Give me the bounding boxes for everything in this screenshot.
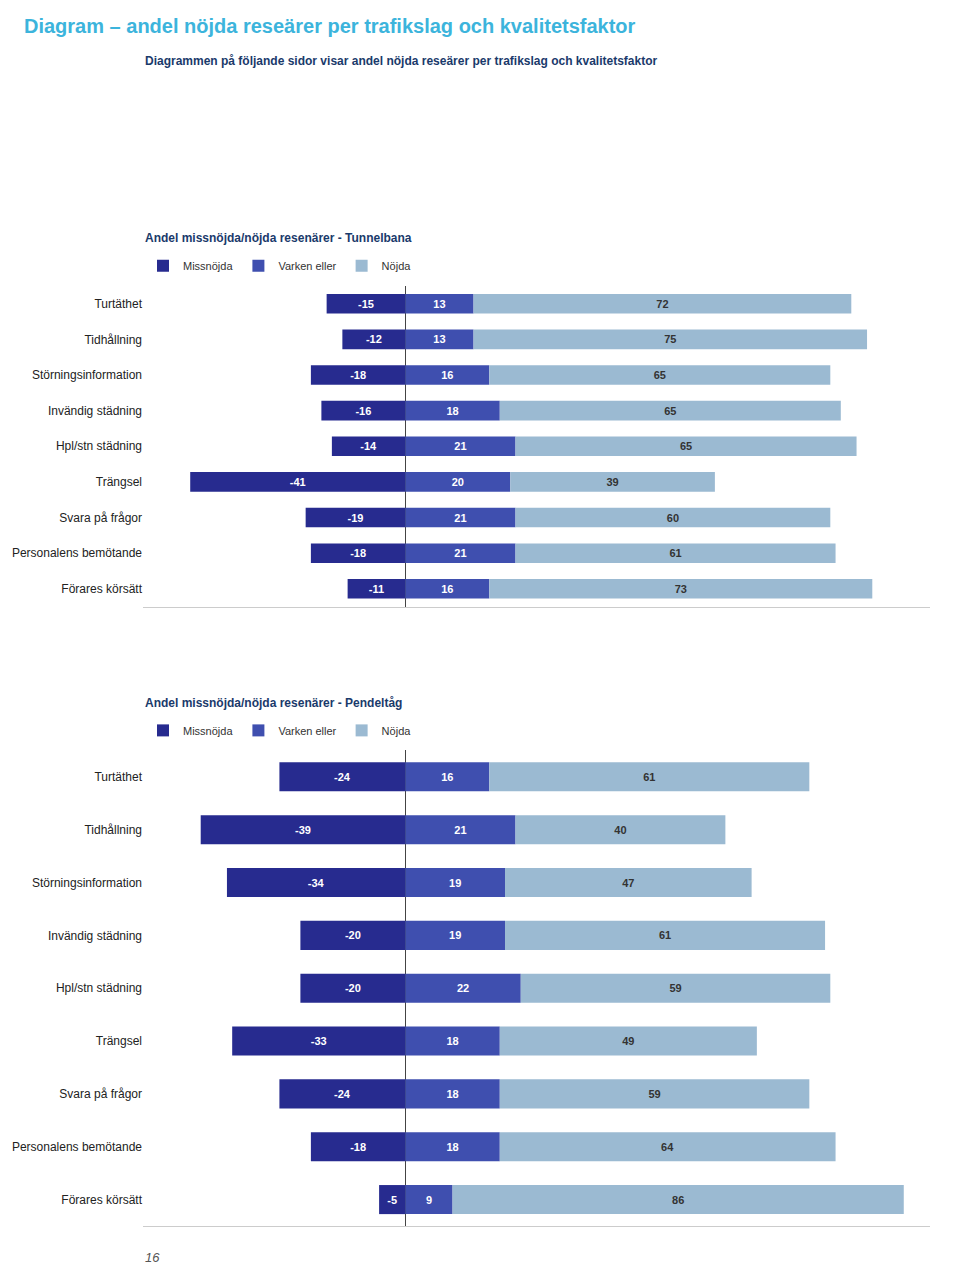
svg-text:-5: -5 (387, 1194, 397, 1206)
svg-text:Svara på frågor: Svara på frågor (59, 511, 142, 525)
svg-text:Nöjda: Nöjda (382, 725, 412, 737)
svg-text:22: 22 (457, 982, 469, 994)
svg-text:-24: -24 (334, 771, 351, 783)
svg-text:Nöjda: Nöjda (382, 260, 412, 272)
svg-text:75: 75 (664, 333, 676, 345)
svg-text:Turtäthet: Turtäthet (94, 770, 142, 784)
svg-text:-20: -20 (345, 929, 361, 941)
svg-text:61: 61 (643, 771, 655, 783)
svg-text:-39: -39 (295, 824, 311, 836)
svg-text:Invändig städning: Invändig städning (48, 404, 142, 418)
svg-text:16: 16 (441, 771, 453, 783)
svg-text:-24: -24 (334, 1088, 351, 1100)
svg-text:Tidhållning: Tidhållning (84, 823, 142, 837)
svg-text:Förares körsätt: Förares körsätt (61, 1193, 142, 1207)
svg-text:Andel missnöjda/nöjda resenäre: Andel missnöjda/nöjda resenärer - Pendel… (145, 696, 402, 710)
svg-text:-18: -18 (350, 547, 366, 559)
svg-text:-14: -14 (360, 440, 377, 452)
svg-text:13: 13 (433, 298, 445, 310)
svg-text:-15: -15 (358, 298, 374, 310)
svg-text:61: 61 (669, 547, 681, 559)
svg-text:-20: -20 (345, 982, 361, 994)
svg-text:49: 49 (622, 1035, 634, 1047)
svg-text:Trängsel: Trängsel (96, 475, 142, 489)
svg-text:-16: -16 (355, 405, 371, 417)
svg-text:Hpl/stn städning: Hpl/stn städning (56, 439, 142, 453)
svg-text:Tidhållning: Tidhållning (84, 333, 142, 347)
svg-text:18: 18 (446, 1141, 458, 1153)
svg-text:60: 60 (667, 512, 679, 524)
svg-text:16: 16 (145, 1250, 160, 1265)
svg-text:Turtäthet: Turtäthet (94, 297, 142, 311)
svg-text:39: 39 (606, 476, 618, 488)
svg-text:19: 19 (449, 877, 461, 889)
svg-text:-41: -41 (290, 476, 306, 488)
svg-text:-12: -12 (366, 333, 382, 345)
svg-text:Diagrammen på följande sidor v: Diagrammen på följande sidor visar andel… (145, 54, 658, 68)
svg-text:64: 64 (661, 1141, 674, 1153)
svg-text:21: 21 (454, 512, 466, 524)
svg-text:72: 72 (656, 298, 668, 310)
svg-text:65: 65 (664, 405, 676, 417)
svg-text:Trängsel: Trängsel (96, 1034, 142, 1048)
svg-text:Diagram – andel nöjda reseärer: Diagram – andel nöjda reseärer per trafi… (24, 15, 636, 37)
svg-text:Störningsinformation: Störningsinformation (32, 368, 142, 382)
svg-text:18: 18 (446, 1035, 458, 1047)
svg-text:-19: -19 (348, 512, 364, 524)
svg-text:Invändig städning: Invändig städning (48, 929, 142, 943)
svg-text:-18: -18 (350, 1141, 366, 1153)
svg-text:59: 59 (648, 1088, 660, 1100)
svg-text:40: 40 (614, 824, 626, 836)
svg-text:73: 73 (675, 583, 687, 595)
svg-text:21: 21 (454, 547, 466, 559)
svg-text:9: 9 (426, 1194, 432, 1206)
svg-text:86: 86 (672, 1194, 684, 1206)
svg-text:21: 21 (454, 824, 466, 836)
svg-text:65: 65 (680, 440, 692, 452)
svg-text:Missnöjda: Missnöjda (183, 260, 233, 272)
svg-text:Hpl/stn städning: Hpl/stn städning (56, 981, 142, 995)
svg-text:16: 16 (441, 369, 453, 381)
svg-text:47: 47 (622, 877, 634, 889)
svg-text:Andel missnöjda/nöjda resenäre: Andel missnöjda/nöjda resenärer - Tunnel… (145, 231, 412, 245)
svg-text:13: 13 (433, 333, 445, 345)
svg-text:-33: -33 (311, 1035, 327, 1047)
svg-text:20: 20 (452, 476, 464, 488)
svg-text:65: 65 (654, 369, 666, 381)
svg-text:-34: -34 (308, 877, 325, 889)
svg-text:Förares körsätt: Förares körsätt (61, 582, 142, 596)
svg-text:18: 18 (446, 405, 458, 417)
svg-text:-18: -18 (350, 369, 366, 381)
svg-text:Personalens bemötande: Personalens bemötande (12, 546, 142, 560)
svg-text:Svara på frågor: Svara på frågor (59, 1087, 142, 1101)
svg-text:19: 19 (449, 929, 461, 941)
svg-text:Varken eller: Varken eller (278, 725, 336, 737)
svg-text:-11: -11 (369, 583, 384, 595)
svg-text:16: 16 (441, 583, 453, 595)
svg-text:18: 18 (446, 1088, 458, 1100)
svg-text:21: 21 (454, 440, 466, 452)
svg-text:59: 59 (669, 982, 681, 994)
svg-text:Missnöjda: Missnöjda (183, 725, 233, 737)
svg-text:Personalens bemötande: Personalens bemötande (12, 1140, 142, 1154)
svg-text:61: 61 (659, 929, 671, 941)
svg-text:Varken eller: Varken eller (278, 260, 336, 272)
svg-text:Störningsinformation: Störningsinformation (32, 876, 142, 890)
